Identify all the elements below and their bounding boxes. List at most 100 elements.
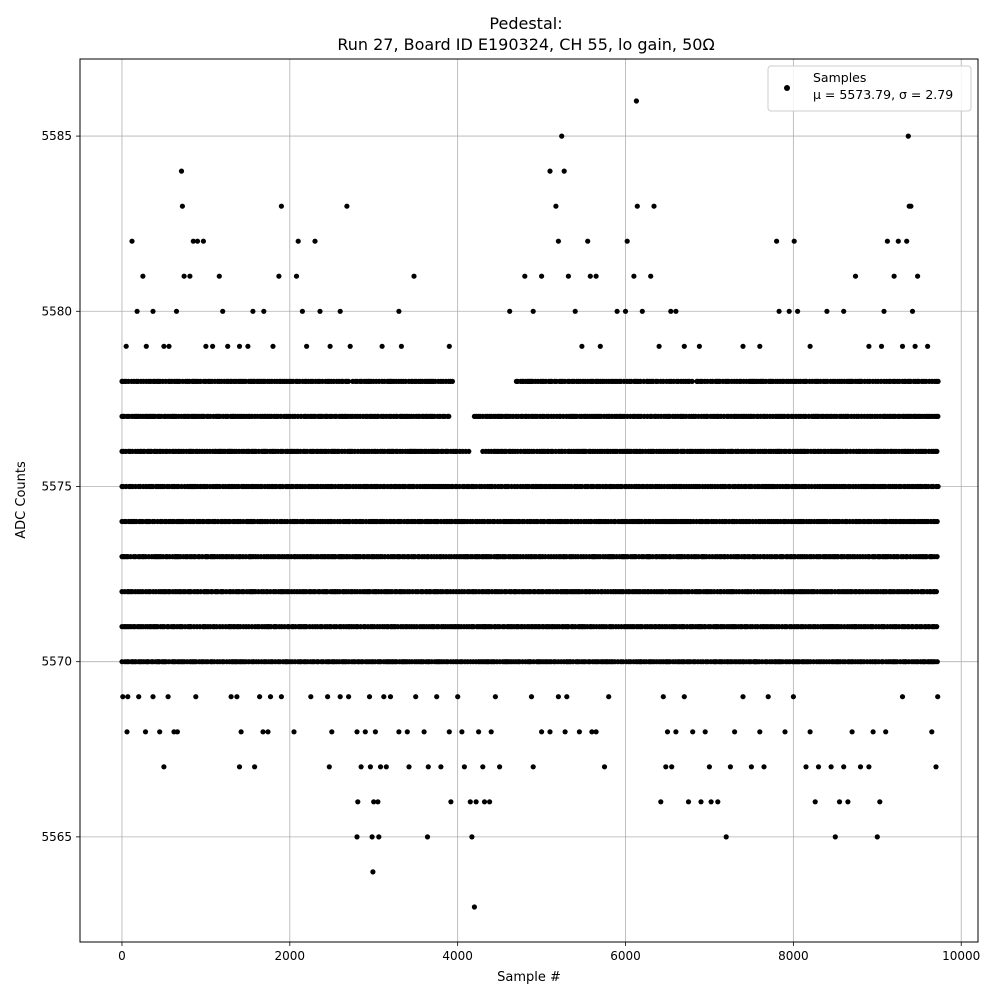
data-point bbox=[346, 694, 352, 700]
data-point bbox=[129, 238, 135, 244]
data-point bbox=[181, 273, 187, 279]
legend: Samples μ = 5573.79, σ = 2.79 bbox=[767, 65, 972, 112]
data-point bbox=[488, 729, 494, 735]
data-point bbox=[421, 729, 427, 735]
data-point bbox=[934, 518, 940, 525]
data-point bbox=[270, 343, 276, 349]
y-axis-ticks: 5565 5570 5575 5580 5585 bbox=[41, 129, 80, 844]
data-point bbox=[411, 273, 417, 279]
data-point bbox=[461, 764, 467, 770]
data-point bbox=[904, 238, 910, 244]
data-point bbox=[614, 308, 620, 314]
data-point bbox=[123, 343, 129, 349]
data-point bbox=[648, 273, 654, 279]
data-point bbox=[908, 203, 914, 209]
data-point bbox=[293, 273, 300, 279]
data-point bbox=[345, 378, 352, 384]
data-point bbox=[547, 168, 553, 174]
data-point bbox=[656, 343, 662, 349]
data-point bbox=[845, 799, 851, 805]
data-point bbox=[761, 764, 767, 770]
data-point bbox=[355, 799, 361, 805]
data-point bbox=[757, 729, 763, 735]
data-point bbox=[589, 729, 595, 735]
data-point bbox=[383, 764, 389, 770]
data-point bbox=[776, 308, 782, 314]
data-point bbox=[836, 799, 843, 805]
data-point bbox=[555, 238, 562, 244]
data-point bbox=[912, 343, 918, 349]
data-point bbox=[934, 624, 940, 630]
data-point bbox=[375, 799, 381, 805]
data-point bbox=[143, 343, 149, 349]
data-point bbox=[317, 308, 323, 314]
data-point bbox=[358, 764, 364, 770]
data-point bbox=[507, 308, 513, 314]
data-point bbox=[828, 764, 834, 770]
data-point bbox=[276, 273, 282, 279]
data-point bbox=[673, 729, 679, 735]
data-point bbox=[564, 694, 570, 700]
data-point bbox=[895, 238, 901, 244]
data-point bbox=[354, 834, 360, 840]
data-point bbox=[238, 729, 244, 735]
data-point bbox=[125, 694, 131, 700]
data-point bbox=[459, 729, 465, 735]
data-point bbox=[312, 238, 318, 244]
data-point bbox=[252, 764, 258, 770]
data-point bbox=[304, 343, 310, 349]
data-point bbox=[329, 729, 335, 735]
data-point bbox=[308, 694, 314, 700]
data-point bbox=[812, 799, 818, 805]
data-point bbox=[639, 308, 645, 314]
data-point bbox=[559, 133, 565, 139]
data-point bbox=[909, 308, 916, 314]
data-point bbox=[622, 308, 629, 314]
data-point bbox=[476, 729, 482, 735]
data-point bbox=[406, 764, 412, 770]
data-point bbox=[236, 764, 243, 770]
data-point bbox=[210, 343, 216, 349]
data-point bbox=[685, 799, 692, 805]
data-point bbox=[668, 308, 674, 314]
data-point bbox=[261, 308, 267, 314]
chart-title-line1: Pedestal: bbox=[489, 14, 562, 33]
data-point bbox=[669, 764, 675, 770]
data-point bbox=[702, 729, 708, 735]
data-point bbox=[790, 694, 797, 700]
data-point bbox=[337, 308, 343, 314]
data-point bbox=[424, 834, 431, 840]
data-point bbox=[690, 729, 696, 735]
data-point bbox=[832, 834, 838, 840]
data-point bbox=[119, 378, 125, 384]
data-point bbox=[438, 764, 444, 770]
x-tick-label: 2000 bbox=[275, 949, 306, 963]
data-point bbox=[234, 694, 240, 700]
data-point bbox=[883, 729, 889, 735]
data-point bbox=[325, 694, 331, 700]
data-point bbox=[757, 343, 763, 349]
data-point bbox=[857, 764, 864, 770]
data-point bbox=[370, 869, 376, 875]
data-point bbox=[689, 378, 695, 384]
y-axis-label: ADC Counts bbox=[14, 461, 29, 539]
data-point bbox=[497, 764, 503, 770]
data-point bbox=[925, 343, 931, 349]
data-point bbox=[663, 764, 669, 770]
data-point bbox=[236, 343, 243, 349]
data-point bbox=[606, 694, 612, 700]
data-point bbox=[664, 729, 671, 735]
data-point bbox=[267, 694, 274, 700]
data-point bbox=[157, 729, 163, 735]
data-point bbox=[891, 273, 897, 279]
data-point bbox=[455, 694, 461, 700]
data-point bbox=[413, 694, 419, 700]
data-point bbox=[660, 694, 666, 700]
data-point bbox=[841, 764, 847, 770]
data-point bbox=[250, 308, 256, 314]
data-point bbox=[870, 729, 876, 735]
data-point bbox=[899, 694, 906, 700]
data-point bbox=[265, 729, 271, 735]
